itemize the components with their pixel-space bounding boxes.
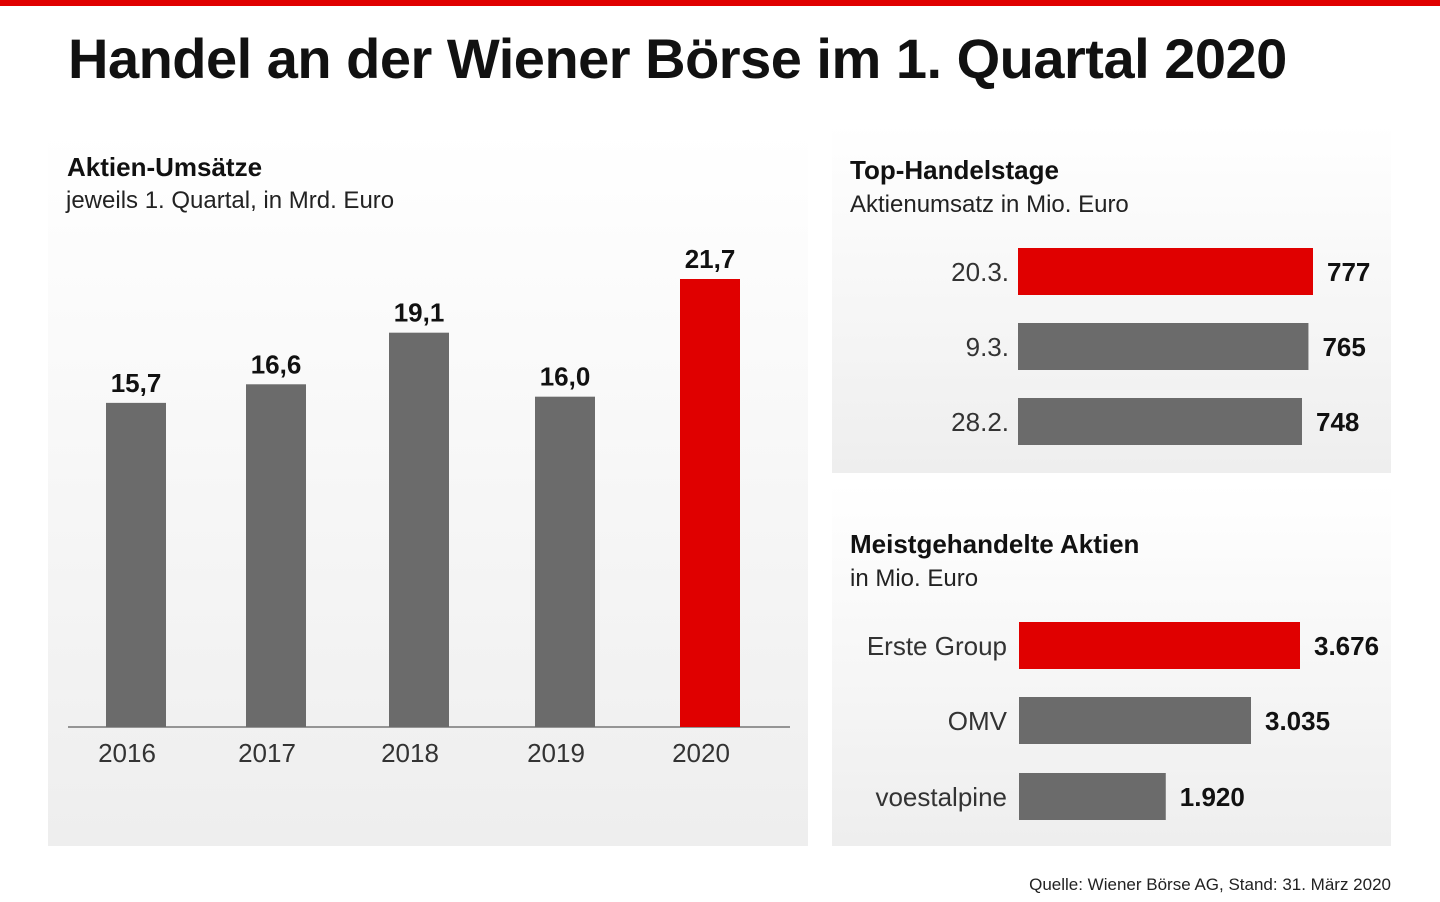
bar-2017 [246,384,306,727]
bar-9-3- [1018,323,1309,370]
category-label: Erste Group [867,631,1007,661]
bar-20-3- [1018,248,1313,295]
bar-OMV [1019,697,1252,744]
data-label: 3.676 [1314,631,1379,661]
chart-subtitle: in Mio. Euro [850,565,979,592]
category-label: 20.3. [951,257,1009,287]
data-label: 777 [1327,257,1370,287]
data-label: 21,7 [685,244,736,274]
bar-2020 [680,279,740,727]
bar-2018 [389,332,449,727]
x-tick-label: 2020 [672,738,730,768]
category-label: 28.2. [951,407,1009,437]
bar-2016 [106,402,166,727]
data-label: 748 [1316,407,1359,437]
x-tick-label: 2019 [527,738,585,768]
top-accent-line [0,0,1440,6]
data-label: 16,6 [251,349,302,379]
page-title: Handel an der Wiener Börse im 1. Quartal… [68,27,1287,90]
chart-title: Top-Handelstage [850,155,1059,185]
data-label: 15,7 [111,368,162,398]
category-label: 9.3. [966,332,1009,362]
data-label: 3.035 [1265,706,1330,736]
chart-subtitle: jeweils 1. Quartal, in Mrd. Euro [66,187,395,214]
category-label: OMV [948,706,1008,736]
bar-voestalpine [1019,773,1166,820]
x-tick-label: 2017 [238,738,296,768]
bar-2019 [535,396,595,727]
source-note: Quelle: Wiener Börse AG, Stand: 31. März… [1029,875,1391,894]
x-tick-label: 2016 [98,738,156,768]
chart-title: Meistgehandelte Aktien [850,529,1140,559]
x-tick-label: 2018 [381,738,439,768]
bar-28-2- [1018,398,1302,445]
data-label: 19,1 [394,298,445,328]
data-label: 1.920 [1180,782,1245,812]
data-label: 765 [1322,332,1365,362]
category-label: voestalpine [875,782,1007,812]
chart-title: Aktien-Umsätze [67,152,263,182]
chart-subtitle: Aktienumsatz in Mio. Euro [850,191,1129,218]
data-label: 16,0 [540,362,591,392]
bar-Erste-Group [1019,622,1300,669]
